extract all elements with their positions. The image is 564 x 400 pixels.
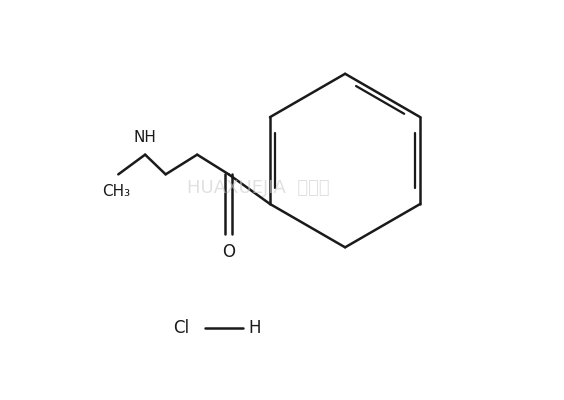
Text: Cl: Cl bbox=[173, 319, 190, 337]
Text: H: H bbox=[249, 319, 261, 337]
Text: NH: NH bbox=[134, 130, 157, 145]
Text: CH₃: CH₃ bbox=[102, 184, 130, 199]
Text: HUAXUEJIA  化学加: HUAXUEJIA 化学加 bbox=[187, 179, 329, 197]
Text: O: O bbox=[222, 243, 235, 261]
